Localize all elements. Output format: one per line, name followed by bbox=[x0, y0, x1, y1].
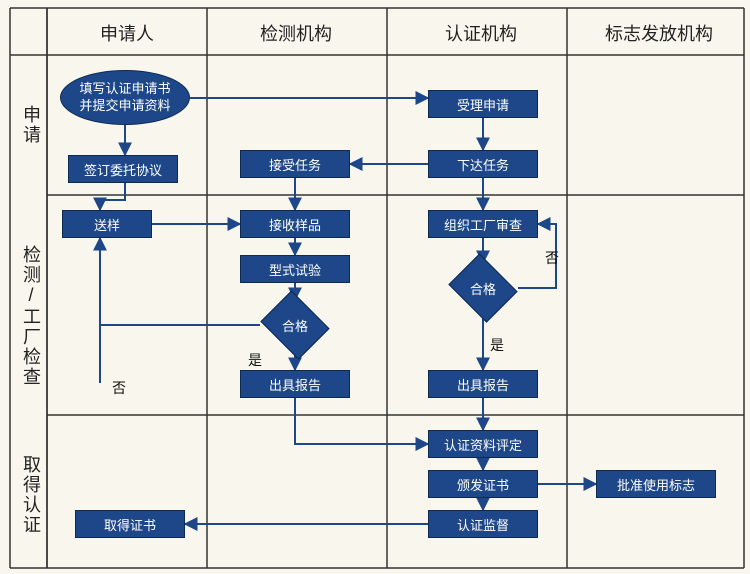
node-n2: 签订委托协议 bbox=[68, 155, 178, 183]
node-n16: 认证监督 bbox=[428, 510, 538, 538]
col-header-col-mark: 标志发放机构 bbox=[605, 20, 713, 46]
node-label-n12: 合格 bbox=[470, 279, 496, 298]
col-header-col-testing: 检测机构 bbox=[260, 20, 332, 46]
node-n8: 型式试验 bbox=[240, 255, 350, 283]
node-n18: 批准使用标志 bbox=[596, 470, 716, 498]
row-header-row-getcert: 取得认证 bbox=[18, 455, 44, 535]
node-n7: 接收样品 bbox=[240, 210, 350, 238]
edge-label-l_shi2: 是 bbox=[490, 335, 504, 355]
edge-label-l_fou1: 否 bbox=[112, 378, 126, 398]
node-n14: 认证资料评定 bbox=[428, 430, 538, 458]
node-n6: 送样 bbox=[62, 210, 152, 238]
edge-e17 bbox=[295, 398, 428, 444]
node-n5: 下达任务 bbox=[428, 150, 538, 178]
node-n15: 颁发证书 bbox=[428, 470, 538, 498]
node-n13: 出具报告 bbox=[428, 370, 538, 398]
row-header-row-apply: 申请 bbox=[18, 105, 44, 145]
node-n12: 合格 bbox=[446, 258, 520, 318]
edge-e6 bbox=[100, 183, 125, 210]
node-label-n9: 合格 bbox=[282, 316, 308, 335]
node-n17: 取得证书 bbox=[75, 510, 185, 538]
node-n11: 组织工厂审查 bbox=[428, 210, 538, 238]
edge-e11 bbox=[100, 238, 260, 383]
node-n3: 接受任务 bbox=[240, 150, 350, 178]
edge-label-l_shi1: 是 bbox=[248, 350, 262, 370]
node-n9: 合格 bbox=[258, 295, 332, 355]
node-n10: 出具报告 bbox=[240, 370, 350, 398]
col-header-col-cert: 认证机构 bbox=[445, 20, 517, 46]
col-header-col-applicant: 申请人 bbox=[100, 20, 154, 46]
row-header-row-testfac: 检测/工厂检查 bbox=[18, 245, 44, 387]
edge-label-l_fou2: 否 bbox=[545, 248, 559, 268]
node-n4: 受理申请 bbox=[428, 90, 538, 118]
flowchart-canvas: 申请人 检测机构 认证机构 标志发放机构申请检测/工厂检查取得认证 填写认证申请书并提交… bbox=[0, 0, 750, 574]
node-n1: 填写认证申请书并提交申请资料 bbox=[60, 70, 190, 125]
